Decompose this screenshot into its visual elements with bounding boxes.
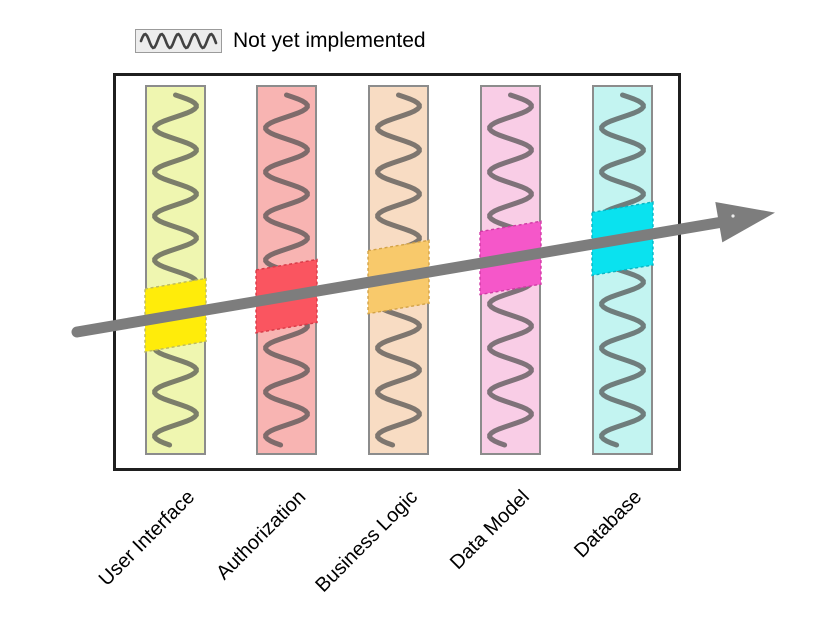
arrow-head <box>715 202 775 243</box>
legend-label: Not yet implemented <box>233 29 426 52</box>
layer-label-authorization: Authorization <box>211 486 311 585</box>
squiggle-pattern-icon <box>152 92 199 448</box>
layer-bar-database <box>592 85 653 455</box>
layer-label-user-interface: User Interface <box>94 486 200 591</box>
squiggle-pattern-icon <box>375 92 422 448</box>
squiggle-pattern-icon <box>263 92 310 448</box>
layer-bar-authorization <box>256 85 317 455</box>
squiggle-pattern-icon <box>599 92 646 448</box>
layer-label-database: Database <box>569 486 647 563</box>
squiggle-pattern-icon <box>487 92 534 448</box>
layer-bar-business-logic <box>368 85 429 455</box>
arrow-highlight-dot <box>731 214 735 218</box>
squiggle-icon <box>139 32 218 50</box>
layer-label-data-model: Data Model <box>446 486 535 574</box>
layer-bar-data-model <box>480 85 541 455</box>
layer-label-business-logic: Business Logic <box>311 486 423 597</box>
legend-swatch <box>135 29 222 53</box>
layer-bar-user-interface <box>145 85 206 455</box>
